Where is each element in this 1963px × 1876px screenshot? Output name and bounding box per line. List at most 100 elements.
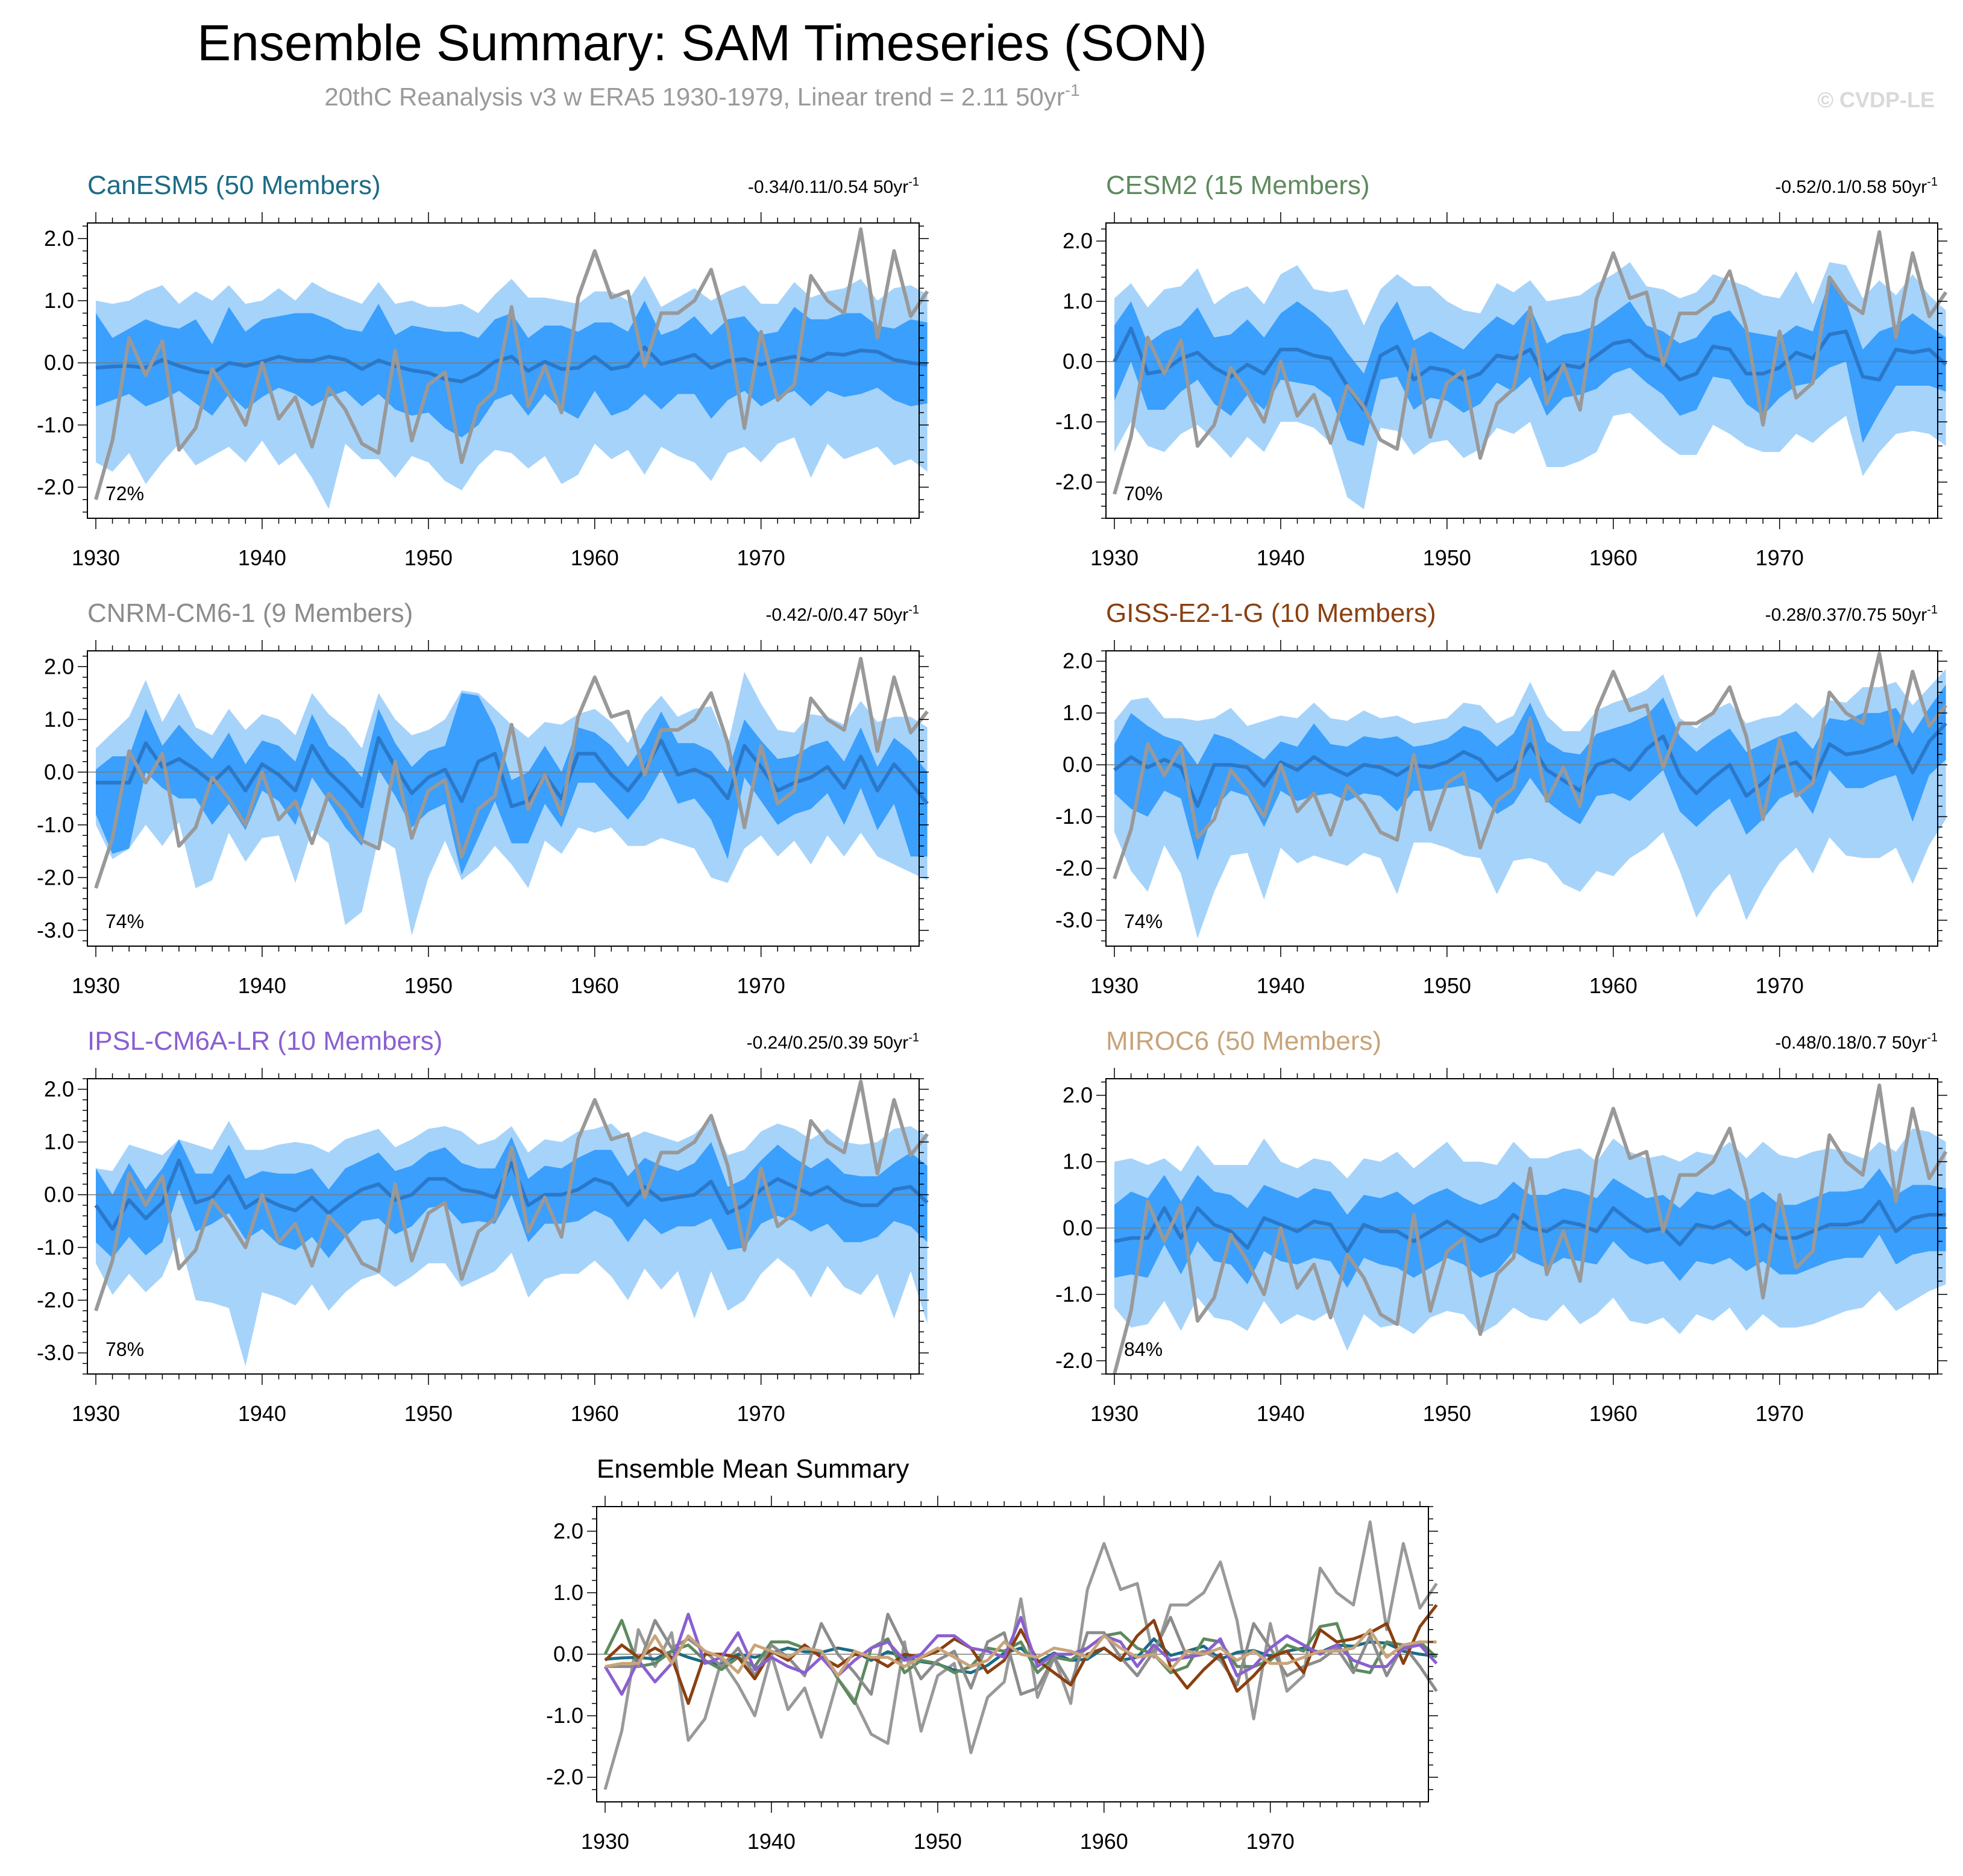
xtick-label: 1930 bbox=[72, 1401, 120, 1426]
ytick-label: -1.0 bbox=[37, 812, 74, 837]
ytick-label: -2.0 bbox=[1055, 469, 1093, 494]
observed-line bbox=[94, 1079, 929, 1311]
ytick-label: 2.0 bbox=[1063, 648, 1093, 673]
xtick-label: 1970 bbox=[1756, 1401, 1804, 1426]
ytick-label: 1.0 bbox=[44, 707, 74, 732]
xtick-label: 1940 bbox=[1257, 545, 1305, 570]
xtick-label: 1950 bbox=[404, 973, 453, 998]
xtick-label: 1950 bbox=[914, 1829, 962, 1854]
xtick-label: 1960 bbox=[1589, 545, 1638, 570]
ensemble-mean-line bbox=[96, 736, 929, 809]
inner-spread-band bbox=[96, 300, 928, 438]
percent-within-spread-label: 74% bbox=[1124, 911, 1163, 932]
ensemble-mean-line bbox=[94, 1158, 929, 1231]
ytick-label: -2.0 bbox=[37, 1288, 74, 1313]
xtick-label: 1960 bbox=[1080, 1829, 1128, 1854]
xtick-label: 1960 bbox=[1589, 973, 1638, 998]
xtick-label: 1970 bbox=[737, 973, 785, 998]
xtick-label: 1930 bbox=[72, 973, 120, 998]
ytick-label: -2.0 bbox=[37, 865, 74, 889]
xtick-label: 1970 bbox=[1246, 1829, 1295, 1854]
percent-within-spread-label: 84% bbox=[1124, 1338, 1163, 1360]
ytick-label: -1.0 bbox=[37, 1235, 74, 1260]
trend-range-superscript: -1 bbox=[1927, 175, 1938, 189]
xtick-label: 1940 bbox=[238, 545, 286, 570]
ytick-label: -2.0 bbox=[37, 474, 74, 499]
inner-spread-band bbox=[96, 693, 928, 875]
panel-1: CESM2 (15 Members) -0.52/0.1/0.58 50yr-1 -… bbox=[1055, 171, 1948, 570]
trend-range-text: -0.24/0.25/0.39 50yr bbox=[747, 1033, 909, 1053]
xtick-label: 1940 bbox=[238, 973, 286, 998]
percent-within-spread-label: 74% bbox=[105, 911, 144, 932]
trend-range-label: -0.34/0.11/0.54 50yr-1 bbox=[748, 175, 919, 197]
ytick-label: -1.0 bbox=[1055, 1282, 1093, 1307]
subtitle-superscript: -1 bbox=[1065, 81, 1080, 99]
trend-range-superscript: -1 bbox=[1927, 1031, 1938, 1044]
xtick-label: 1950 bbox=[404, 1401, 453, 1426]
panel-title: CNRM-CM6-1 (9 Members) bbox=[87, 598, 413, 628]
trend-range-label: -0.42/-0/0.47 50yr-1 bbox=[765, 603, 919, 625]
ytick-label: 2.0 bbox=[1063, 228, 1093, 253]
trend-range-label: -0.24/0.25/0.39 50yr-1 bbox=[747, 1031, 919, 1053]
ytick-label: -2.0 bbox=[1055, 1348, 1093, 1373]
ytick-label: -2.0 bbox=[1055, 856, 1093, 880]
trend-range-superscript: -1 bbox=[908, 175, 919, 189]
xtick-label: 1960 bbox=[571, 1401, 619, 1426]
ytick-label: -1.0 bbox=[1055, 409, 1093, 434]
trend-range-superscript: -1 bbox=[1927, 603, 1938, 616]
ytick-label: 0.0 bbox=[44, 759, 74, 784]
xtick-label: 1970 bbox=[737, 1401, 785, 1426]
xtick-label: 1960 bbox=[1589, 1401, 1638, 1426]
ytick-label: 2.0 bbox=[1063, 1083, 1093, 1108]
trend-range-text: -0.42/-0/0.47 50yr bbox=[765, 605, 908, 625]
xtick-label: 1930 bbox=[1090, 1401, 1139, 1426]
series-line-5 bbox=[603, 1613, 1438, 1696]
trend-range-text: -0.34/0.11/0.54 50yr bbox=[748, 177, 908, 197]
xtick-label: 1930 bbox=[1090, 973, 1139, 998]
ytick-label: 0.0 bbox=[44, 1182, 74, 1207]
inner-spread-band bbox=[1114, 684, 1946, 861]
xtick-label: 1930 bbox=[72, 545, 120, 570]
ensemble-mean-line bbox=[1114, 1199, 1946, 1253]
ytick-label: 1.0 bbox=[1063, 289, 1093, 313]
xtick-label: 1950 bbox=[1423, 1401, 1471, 1426]
ytick-label: 2.0 bbox=[44, 226, 74, 251]
ensemble-mean-line bbox=[95, 345, 928, 384]
ytick-label: -3.0 bbox=[37, 1340, 74, 1365]
trend-range-superscript: -1 bbox=[908, 1031, 919, 1044]
plot-frame bbox=[1105, 1078, 1938, 1375]
panel-0: CanESM5 (50 Members) -0.34/0.11/0.54 50yr… bbox=[37, 171, 929, 570]
subtitle-text: 20thC Reanalysis v3 w ERA5 1930-1979, Li… bbox=[324, 83, 1064, 111]
xtick-label: 1940 bbox=[1257, 973, 1305, 998]
series-line-6 bbox=[605, 1628, 1437, 1678]
observed-line bbox=[94, 227, 929, 500]
xtick-label: 1950 bbox=[1423, 545, 1471, 570]
panel-title: Ensemble Mean Summary bbox=[597, 1454, 909, 1484]
ytick-label: -3.0 bbox=[37, 918, 74, 943]
panel-title: IPSL-CM6A-LR (10 Members) bbox=[87, 1026, 442, 1056]
xtick-label: 1950 bbox=[1423, 973, 1471, 998]
trend-range-text: -0.52/0.1/0.58 50yr bbox=[1775, 177, 1927, 197]
percent-within-spread-label: 78% bbox=[105, 1338, 144, 1360]
ytick-label: 1.0 bbox=[1063, 700, 1093, 725]
panels: CanESM5 (50 Members) -0.34/0.11/0.54 50yr… bbox=[37, 171, 1948, 1854]
trend-range-text: -0.28/0.37/0.75 50yr bbox=[1765, 605, 1927, 625]
series-line-2 bbox=[603, 1619, 1438, 1705]
trend-range-label: -0.48/0.18/0.7 50yr-1 bbox=[1775, 1031, 1938, 1053]
trend-range-text: -0.48/0.18/0.7 50yr bbox=[1775, 1033, 1927, 1053]
xtick-label: 1940 bbox=[1257, 1401, 1305, 1426]
panel-title: GISS-E2-1-G (10 Members) bbox=[1106, 598, 1436, 628]
inner-spread-band bbox=[1114, 280, 1946, 446]
panel-title: CESM2 (15 Members) bbox=[1106, 171, 1370, 200]
trend-range-superscript: -1 bbox=[908, 603, 919, 616]
observed-line bbox=[1113, 651, 1947, 880]
ytick-label: 2.0 bbox=[44, 1077, 74, 1102]
panel-6: Ensemble Mean Summary -2.0 -1.0 0.0 1.0 2.0 19… bbox=[546, 1454, 1438, 1854]
ytick-label: 2.0 bbox=[44, 654, 74, 679]
xtick-label: 1930 bbox=[1090, 545, 1139, 570]
observed-line bbox=[1113, 1084, 1948, 1375]
xtick-label: 1960 bbox=[571, 973, 619, 998]
ytick-label: -1.0 bbox=[37, 412, 74, 437]
ytick-label: 1.0 bbox=[1063, 1149, 1093, 1174]
